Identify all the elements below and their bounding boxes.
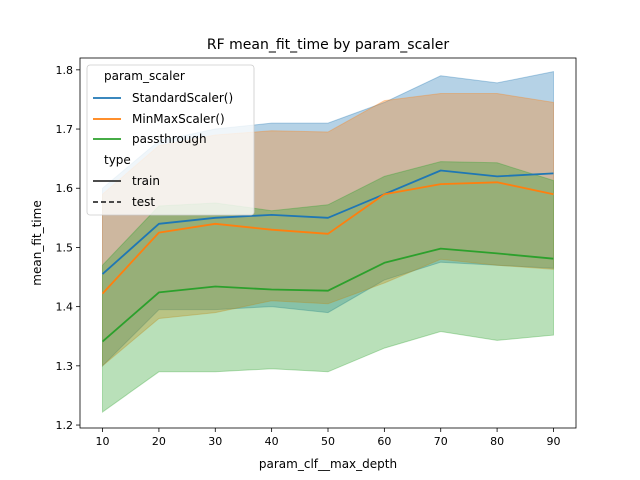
x-tick-label: 80	[490, 435, 504, 448]
legend-label-passthrough: passthrough	[132, 132, 207, 146]
legend: param_scaler StandardScaler() MinMaxScal…	[86, 64, 255, 216]
x-tick-label: 70	[434, 435, 448, 448]
y-tick-label: 1.5	[56, 241, 74, 254]
y-tick-label: 1.4	[56, 301, 74, 314]
y-axis-label: mean_fit_time	[30, 200, 44, 285]
legend-hue-title: param_scaler	[104, 69, 185, 83]
y-tick-label: 1.2	[56, 419, 74, 432]
legend-label-standardscaler: StandardScaler()	[132, 91, 233, 105]
x-tick-label: 10	[96, 435, 110, 448]
series-line-passthrough	[101, 247, 554, 343]
series-line-standardscaler	[101, 169, 554, 275]
x-tick-label: 30	[208, 435, 222, 448]
x-tick-label: 50	[321, 435, 335, 448]
y-tick-label: 1.3	[56, 360, 74, 373]
legend-style-title: type	[104, 153, 131, 167]
legend-box	[86, 64, 255, 216]
y-axis-ticks: 1.2 1.3 1.4 1.5 1.6 1.7 1.8	[56, 64, 80, 432]
legend-label-test: test	[132, 195, 155, 209]
series-line-minmaxscaler	[101, 181, 554, 295]
x-tick-label: 40	[265, 435, 279, 448]
y-tick-label: 1.8	[56, 64, 74, 77]
chart-title: RF mean_fit_time by param_scaler	[207, 37, 449, 53]
series-lines	[101, 169, 554, 343]
x-axis-label: param_clf__max_depth	[259, 457, 397, 471]
y-tick-label: 1.6	[56, 182, 74, 195]
x-tick-label: 60	[377, 435, 391, 448]
legend-label-train: train	[132, 174, 160, 188]
y-tick-label: 1.7	[56, 123, 74, 136]
x-axis-ticks: 10 20 30 40 50 60 70 80 90	[96, 428, 560, 448]
x-tick-label: 20	[152, 435, 166, 448]
legend-label-minmaxscaler: MinMaxScaler()	[132, 112, 225, 126]
x-tick-label: 90	[546, 435, 560, 448]
